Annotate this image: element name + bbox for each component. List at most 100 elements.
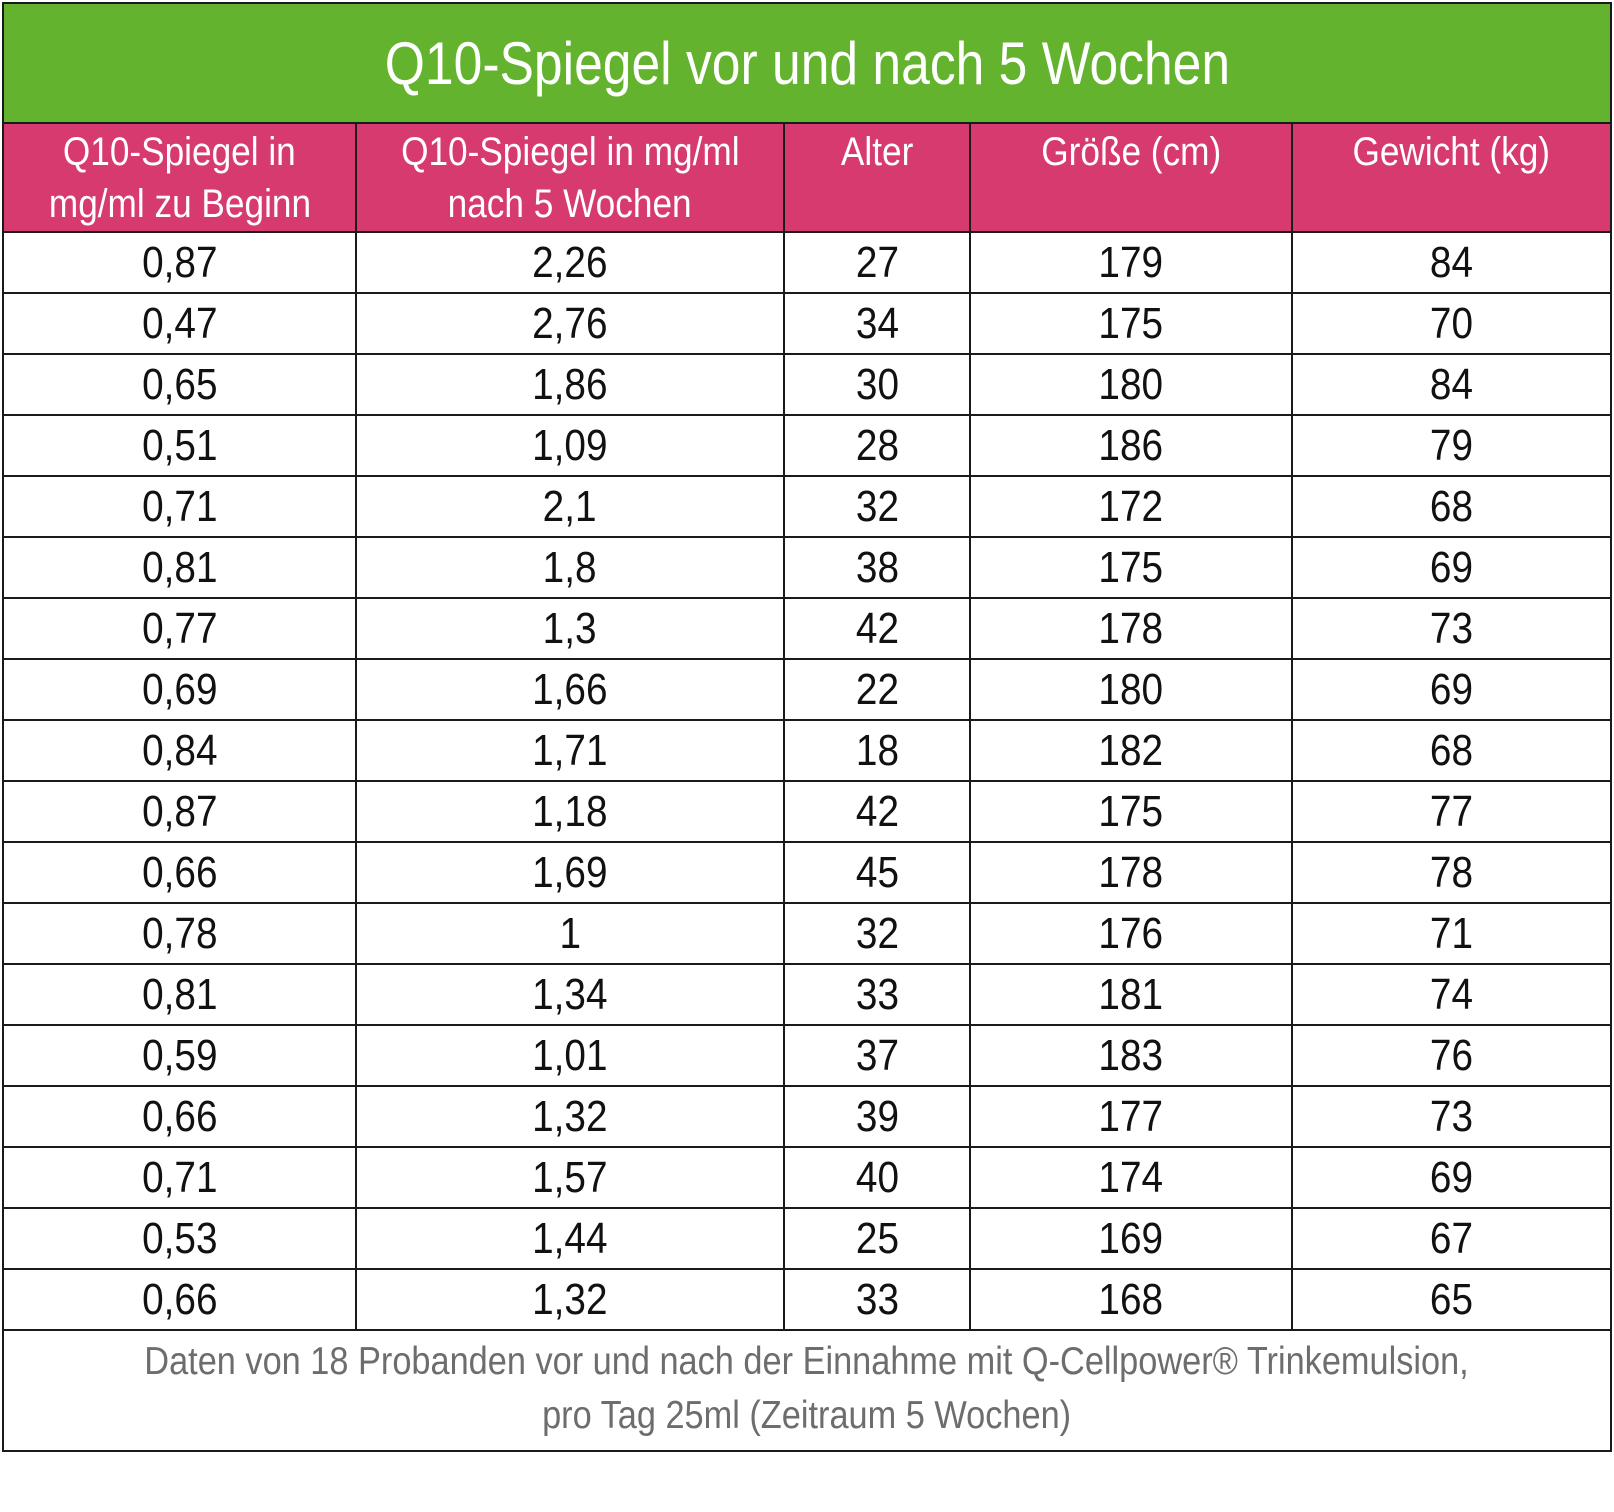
- table-cell: 69: [1292, 659, 1610, 721]
- cell-value: 1,18: [532, 787, 608, 836]
- table-cell: 0,47: [4, 293, 357, 355]
- column-header-line: mg/ml zu Beginn: [48, 182, 311, 226]
- table-header: Q10-Spiegel in mg/ml zu Beginn Q10-Spiegel…: [4, 124, 1610, 233]
- table-cell: 65: [1292, 1269, 1610, 1331]
- table-cell: 1,8: [356, 537, 785, 599]
- table-cell: 45: [784, 842, 971, 904]
- table-cell: 0,81: [4, 537, 357, 599]
- cell-value: 178: [1098, 604, 1164, 653]
- cell-value: 0,78: [141, 909, 218, 958]
- data-table-frame: Q10-Spiegel vor und nach 5 Wochen Q10-Sp…: [2, 2, 1612, 1452]
- cell-value: 42: [855, 787, 899, 836]
- table-cell: 175: [970, 781, 1293, 843]
- table-cell: 32: [784, 476, 971, 538]
- column-header: Q10-Spiegel in mg/ml nach 5 Wochen: [356, 124, 785, 233]
- cell-value: 65: [1429, 1275, 1474, 1324]
- cell-value: 175: [1098, 543, 1164, 592]
- table-body: 0,87 2,26 27 179 84 0,47 2,76 34 175 70 0,65 1,86 30…: [4, 232, 1610, 1331]
- cell-value: 177: [1098, 1092, 1164, 1141]
- table-cell: 175: [970, 293, 1293, 355]
- cell-value: 1,66: [532, 665, 608, 714]
- cell-value: 182: [1098, 726, 1164, 775]
- cell-value: 175: [1098, 787, 1164, 836]
- table-row: 0,84 1,71 18 182 68: [4, 720, 1610, 782]
- cell-value: 0,59: [141, 1031, 218, 1080]
- table-row: 0,59 1,01 37 183 76: [4, 1025, 1610, 1087]
- table-cell: 0,71: [4, 1147, 357, 1209]
- table-row: 0,87 2,26 27 179 84: [4, 232, 1610, 294]
- table-cell: 1,86: [356, 354, 785, 416]
- table-cell: 1,71: [356, 720, 785, 782]
- cell-value: 30: [855, 360, 899, 409]
- cell-value: 1: [559, 909, 581, 958]
- cell-value: 179: [1098, 238, 1164, 287]
- table-cell: 175: [970, 537, 1293, 599]
- cell-value: 42: [855, 604, 899, 653]
- cell-value: 1,44: [532, 1214, 608, 1263]
- table-cell: 0,66: [4, 1086, 357, 1148]
- cell-value: 1,3: [543, 604, 597, 653]
- cell-value: 0,65: [141, 360, 218, 409]
- cell-value: 181: [1098, 970, 1164, 1019]
- table-cell: 70: [1292, 293, 1610, 355]
- cell-value: 69: [1429, 1153, 1474, 1202]
- cell-value: 84: [1429, 360, 1474, 409]
- table-cell: 30: [784, 354, 971, 416]
- cell-value: 18: [855, 726, 899, 775]
- cell-value: 1,01: [532, 1031, 608, 1080]
- table-cell: 68: [1292, 720, 1610, 782]
- cell-value: 2,26: [532, 238, 608, 287]
- table-cell: 0,87: [4, 232, 357, 294]
- column-header: Alter: [784, 124, 971, 233]
- cell-value: 172: [1098, 482, 1164, 531]
- cell-value: 32: [855, 909, 899, 958]
- table-cell: 18: [784, 720, 971, 782]
- table-title: Q10-Spiegel vor und nach 5 Wochen: [384, 29, 1230, 97]
- table-row: 0,71 2,1 32 172 68: [4, 476, 1610, 538]
- cell-value: 69: [1429, 665, 1474, 714]
- table-cell: 40: [784, 1147, 971, 1209]
- table-cell: 168: [970, 1269, 1293, 1331]
- table-cell: 1,69: [356, 842, 785, 904]
- table-cell: 1,09: [356, 415, 785, 477]
- table-cell: 186: [970, 415, 1293, 477]
- table-row: 0,66 1,32 33 168 65: [4, 1269, 1610, 1331]
- table-cell: 84: [1292, 354, 1610, 416]
- cell-value: 39: [855, 1092, 899, 1141]
- cell-value: 1,32: [532, 1092, 608, 1141]
- table-row: 0,71 1,57 40 174 69: [4, 1147, 1610, 1209]
- q10-data-table: Q10-Spiegel in mg/ml zu Beginn Q10-Spiegel…: [4, 124, 1610, 1331]
- table-cell: 1,32: [356, 1269, 785, 1331]
- cell-value: 37: [855, 1031, 899, 1080]
- table-cell: 38: [784, 537, 971, 599]
- column-header: Q10-Spiegel in mg/ml zu Beginn: [4, 124, 357, 233]
- column-header-line: Q10-Spiegel in: [63, 130, 296, 174]
- table-row: 0,81 1,8 38 175 69: [4, 537, 1610, 599]
- table-cell: 181: [970, 964, 1293, 1026]
- cell-value: 27: [855, 238, 899, 287]
- cell-value: 0,84: [141, 726, 218, 775]
- table-cell: 2,26: [356, 232, 785, 294]
- table-cell: 0,77: [4, 598, 357, 660]
- cell-value: 1,71: [532, 726, 608, 775]
- table-cell: 74: [1292, 964, 1610, 1026]
- cell-value: 180: [1098, 360, 1164, 409]
- cell-value: 78: [1429, 848, 1474, 897]
- column-header-line: Gewicht (kg): [1352, 130, 1551, 174]
- cell-value: 168: [1098, 1275, 1164, 1324]
- cell-value: 0,71: [141, 482, 218, 531]
- cell-value: 2,76: [532, 299, 608, 348]
- table-row: 0,77 1,3 42 178 73: [4, 598, 1610, 660]
- cell-value: 175: [1098, 299, 1164, 348]
- table-cell: 69: [1292, 1147, 1610, 1209]
- table-cell: 182: [970, 720, 1293, 782]
- cell-value: 178: [1098, 848, 1164, 897]
- table-cell: 178: [970, 598, 1293, 660]
- cell-value: 28: [855, 421, 899, 470]
- cell-value: 45: [855, 848, 899, 897]
- cell-value: 34: [855, 299, 899, 348]
- table-row: 0,47 2,76 34 175 70: [4, 293, 1610, 355]
- table-cell: 39: [784, 1086, 971, 1148]
- cell-value: 73: [1429, 604, 1474, 653]
- table-row: 0,69 1,66 22 180 69: [4, 659, 1610, 721]
